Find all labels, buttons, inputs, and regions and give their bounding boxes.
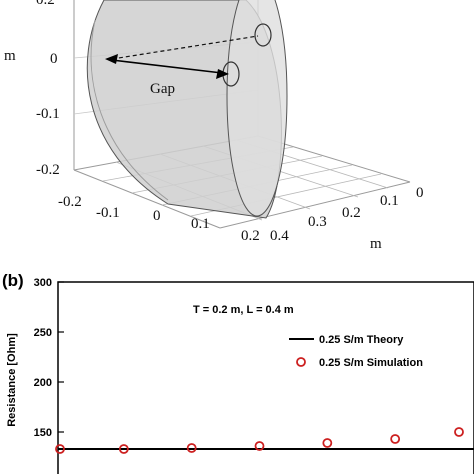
legend-theory-label: 0.25 S/m Theory [319,334,404,346]
y-tick-label-3: 250 [34,327,52,339]
cylinder: Gap [86,0,288,219]
depth-axis-unit: m [370,236,382,252]
vertical-axis-unit: m [4,48,16,64]
gap-dashed-line [111,35,259,60]
simulation-point-5 [390,434,401,444]
vertical-tick-2: -0.2 [36,162,60,178]
y-tick-label-4: 300 [34,277,52,289]
legend: 0.25 S/m Theory 0.25 S/m Simulation [289,334,423,369]
front-tick-2: 0 [153,208,161,224]
series-layer [55,427,474,454]
simulation-point-0 [55,444,65,454]
simulation-point-4 [322,438,333,448]
vertical-tick-0: 0 [50,51,58,67]
gap-arrowhead-left [105,54,118,64]
parameter-annotation: T = 0.2 m, L = 0.4 m [193,304,294,316]
simulation-point-2 [186,443,197,453]
front-tick-3: 0.1 [191,216,210,232]
simulation-point-6 [454,427,464,437]
top-partial-tick: 0.2 [36,0,55,8]
depth-tick-2: 0.2 [342,205,361,221]
cylinder-end-cap [226,0,288,217]
3d-axis-labels: 0.2 m 0 -0.1 -0.2 -0.2 -0.1 0 0.1 0.2 0 … [4,0,424,252]
cylinder-inner-shadow [90,19,169,201]
panel-a-3d-plot: Gap 0.2 m 0 -0.1 -0.2 -0.2 -0.1 0 0.1 0.… [4,0,424,252]
gap-arrow [111,59,223,74]
depth-tick-1: 0.1 [380,193,399,209]
front-tick-0: -0.2 [58,194,82,210]
depth-tick-4: 0.4 [270,228,289,244]
simulation-point-3 [254,441,265,451]
depth-tick-3: 0.3 [308,214,327,230]
front-tick-4: 0.2 [241,228,260,244]
panel-label-b: (b) [2,271,24,290]
y-axis-ticks: 100150200250300 [34,277,64,439]
depth-tick-0: 0 [416,185,424,201]
legend-simulation-swatch [296,357,306,367]
legend-simulation-label: 0.25 S/m Simulation [319,357,423,369]
gap-label: Gap [150,81,175,97]
vertical-tick-1: -0.1 [36,106,60,122]
y-tick-label-2: 200 [34,377,52,389]
front-tick-1: -0.1 [96,205,120,221]
simulation-point-1 [118,444,129,454]
panel-b-chart: (b) Resistance [Ohm] 100150200250300 T =… [2,271,474,474]
y-tick-label-1: 150 [34,427,52,439]
gap-arrowhead-right [216,69,229,79]
gap-marker-far [254,23,272,47]
y-axis-label: Resistance [Ohm] [6,333,18,427]
